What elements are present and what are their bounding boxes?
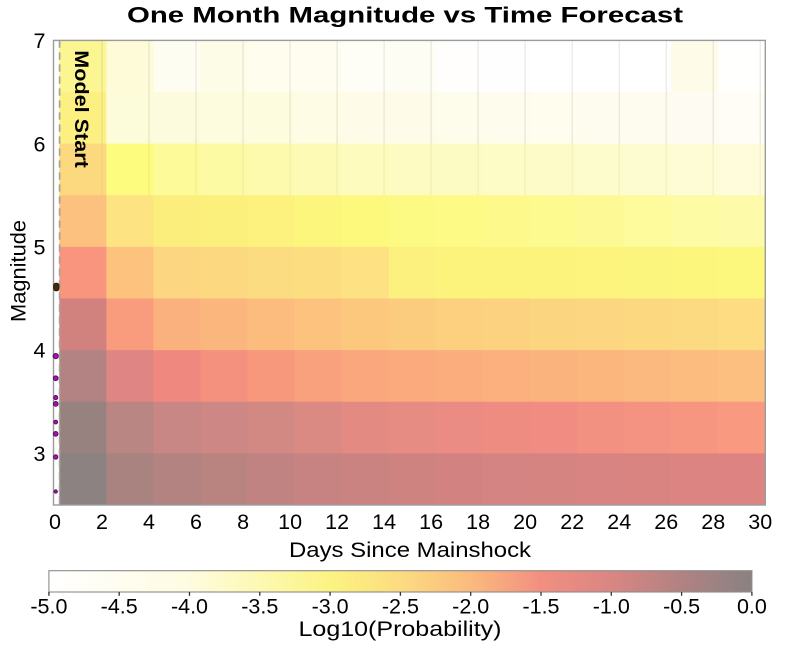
- svg-text:0.0: 0.0: [737, 595, 767, 619]
- svg-text:8: 8: [237, 510, 249, 534]
- svg-text:18: 18: [466, 510, 490, 534]
- svg-text:-4.0: -4.0: [171, 595, 208, 619]
- svg-text:-1.0: -1.0: [593, 595, 630, 619]
- svg-text:16: 16: [419, 510, 443, 534]
- svg-text:12: 12: [325, 510, 349, 534]
- svg-text:10: 10: [278, 510, 302, 534]
- svg-text:-1.5: -1.5: [522, 595, 559, 619]
- svg-text:7: 7: [34, 29, 46, 53]
- svg-text:-3.5: -3.5: [241, 595, 278, 619]
- svg-text:Log10(Probability): Log10(Probability): [299, 618, 502, 641]
- svg-text:4: 4: [143, 510, 155, 534]
- svg-text:-4.5: -4.5: [101, 595, 138, 619]
- svg-text:-3.0: -3.0: [312, 595, 349, 619]
- svg-text:-2.5: -2.5: [382, 595, 419, 619]
- svg-text:30: 30: [748, 510, 772, 534]
- svg-text:Model Start: Model Start: [70, 50, 91, 168]
- svg-text:26: 26: [654, 510, 678, 534]
- svg-text:3: 3: [34, 442, 46, 466]
- svg-text:28: 28: [701, 510, 725, 534]
- svg-text:0: 0: [49, 510, 61, 534]
- svg-text:22: 22: [560, 510, 584, 534]
- svg-text:20: 20: [513, 510, 537, 534]
- svg-text:-0.5: -0.5: [663, 595, 700, 619]
- svg-text:One Month Magnitude vs Time Fo: One Month Magnitude vs Time Forecast: [127, 3, 684, 28]
- svg-text:Magnitude: Magnitude: [8, 220, 31, 322]
- svg-text:2: 2: [96, 510, 108, 534]
- svg-text:6: 6: [190, 510, 202, 534]
- svg-text:-5.0: -5.0: [30, 595, 67, 619]
- svg-text:-2.0: -2.0: [452, 595, 489, 619]
- svg-text:Days Since Mainshock: Days Since Mainshock: [289, 539, 532, 562]
- svg-text:5: 5: [34, 236, 46, 260]
- svg-text:6: 6: [34, 132, 46, 156]
- svg-text:14: 14: [372, 510, 396, 534]
- svg-text:4: 4: [34, 339, 46, 363]
- svg-text:24: 24: [607, 510, 631, 534]
